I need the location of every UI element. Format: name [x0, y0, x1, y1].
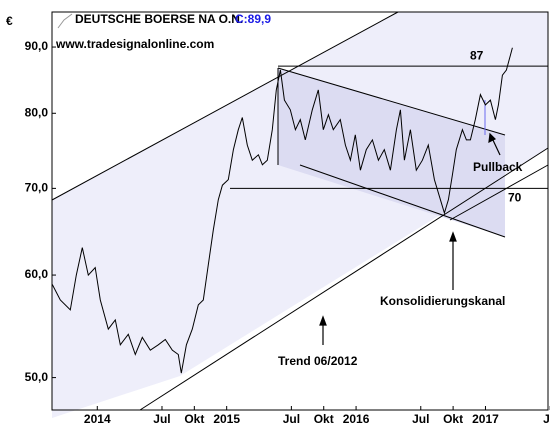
- y-tick-label: 50,0: [25, 370, 49, 384]
- level-label: 87: [470, 48, 484, 62]
- x-tick-label: Ju: [543, 412, 550, 426]
- x-tick-label: 2015: [213, 412, 240, 426]
- arrow-head: [319, 315, 327, 326]
- x-tick-label: 2016: [343, 412, 370, 426]
- x-tick-label: Jul: [153, 412, 170, 426]
- price-line: [51, 47, 513, 374]
- annotation: Trend 06/2012: [278, 354, 358, 368]
- consolidation-lower: [299, 164, 506, 238]
- level-label: 70: [508, 191, 522, 205]
- currency: €: [6, 14, 13, 28]
- chart-title: DEUTSCHE BOERSE NA O.N.: [75, 12, 243, 26]
- trend-lower: [139, 147, 549, 411]
- annotation: Pullback: [473, 160, 523, 174]
- arrow: [491, 137, 501, 156]
- last-price: C:89,9: [235, 12, 271, 26]
- channel-lines: [51, 11, 549, 411]
- x-tick-label: 2017: [472, 412, 499, 426]
- support-line: [449, 164, 549, 221]
- x-tick-label: Jul: [283, 412, 300, 426]
- annotation: Konsolidierungskanal: [380, 294, 505, 308]
- x-tick-label: Okt: [443, 412, 463, 426]
- arrow-head: [488, 132, 497, 144]
- consolidation-upper: [277, 67, 506, 136]
- x-tick-label: Okt: [184, 412, 204, 426]
- x-tick-label: 2014: [84, 412, 111, 426]
- line-icon: [57, 13, 73, 29]
- y-tick-label: 70,0: [25, 181, 49, 195]
- y-tick-label: 80,0: [25, 105, 49, 119]
- subtitle: www.tradesignalonline.com: [55, 37, 214, 51]
- arrows: [319, 132, 501, 345]
- trend-upper: [51, 11, 399, 201]
- x-tick-label: Okt: [314, 412, 334, 426]
- consolidation-channel: [278, 68, 505, 237]
- plot-frame: [51, 11, 549, 411]
- y-tick-label: 90,0: [25, 39, 49, 53]
- x-tick-label: Jul: [412, 412, 429, 426]
- arrow-head: [449, 231, 457, 242]
- y-tick-label: 60,0: [25, 267, 49, 281]
